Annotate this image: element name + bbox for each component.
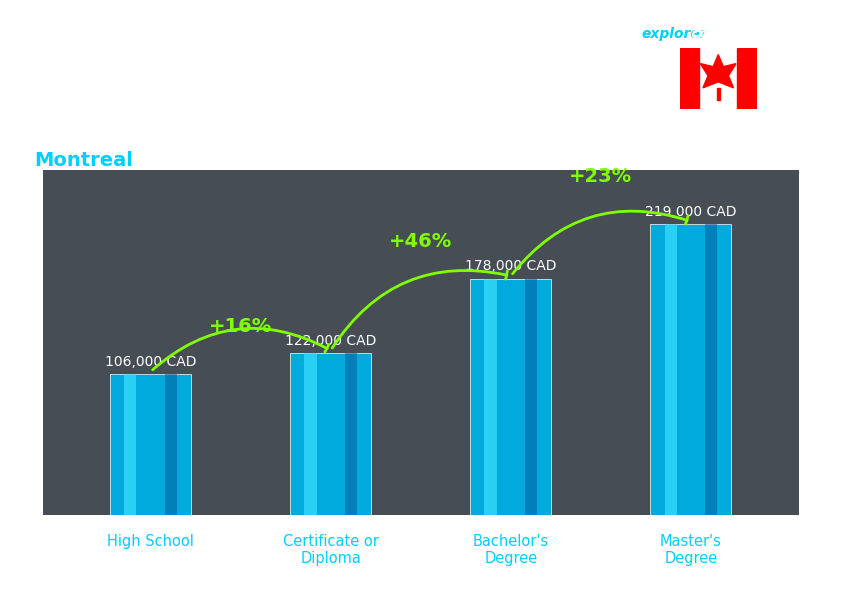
Text: Salary Comparison By Education: Salary Comparison By Education (34, 42, 542, 70)
Bar (665, 224, 677, 515)
Bar (484, 279, 496, 515)
Bar (680, 48, 699, 109)
Bar (650, 224, 732, 515)
Text: 106,000 CAD: 106,000 CAD (105, 355, 196, 369)
Bar (470, 279, 552, 515)
Text: +46%: +46% (389, 232, 452, 251)
Bar (737, 48, 757, 109)
Text: .com: .com (687, 27, 724, 41)
Text: Average Yearly Salary: Average Yearly Salary (819, 273, 830, 394)
Bar (304, 353, 316, 515)
Polygon shape (700, 55, 736, 88)
Bar (525, 279, 537, 515)
Text: Lua Developer: Lua Developer (34, 109, 165, 127)
Text: 178,000 CAD: 178,000 CAD (465, 259, 557, 273)
Text: +16%: +16% (209, 317, 272, 336)
Bar (345, 353, 357, 515)
Text: Montreal: Montreal (34, 152, 133, 170)
Bar (165, 375, 177, 515)
Text: 219,000 CAD: 219,000 CAD (645, 205, 737, 219)
Bar (110, 375, 191, 515)
Bar (706, 224, 717, 515)
Bar (717, 88, 719, 100)
Bar (124, 375, 136, 515)
Text: explorer: explorer (642, 27, 707, 41)
Text: salary: salary (612, 27, 660, 41)
Text: 122,000 CAD: 122,000 CAD (285, 334, 377, 348)
Text: +23%: +23% (570, 167, 632, 186)
Bar (290, 353, 371, 515)
